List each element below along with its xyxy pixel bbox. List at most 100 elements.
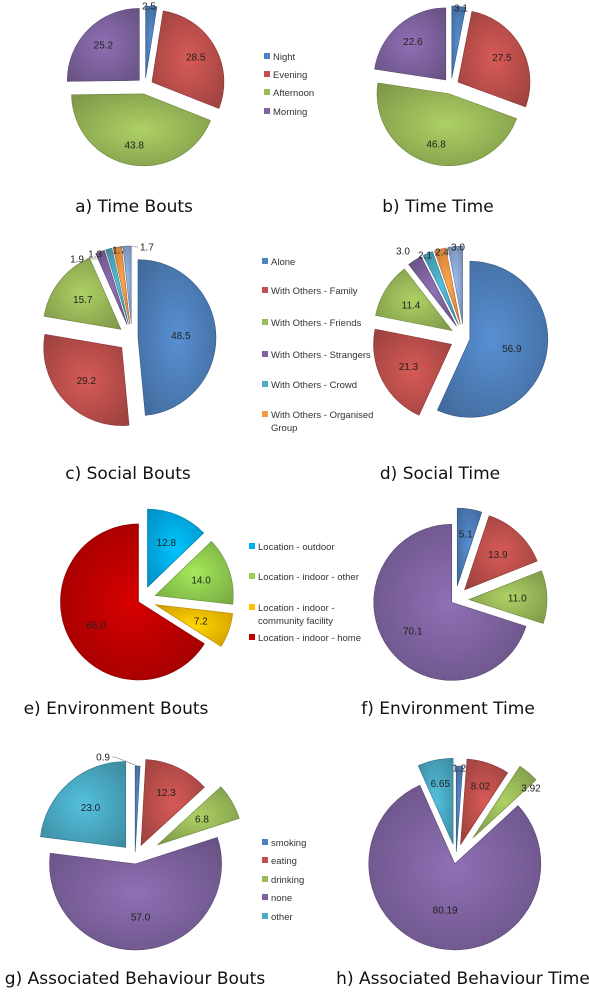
legend-label: With Others - Organised bbox=[271, 410, 373, 421]
caption-environment-bouts: e) Environment Bouts bbox=[24, 699, 209, 719]
legend-label: With Others - Family bbox=[271, 286, 358, 297]
pie-slice bbox=[40, 761, 127, 848]
leader-line bbox=[112, 756, 138, 767]
data-label: 48.5 bbox=[171, 331, 191, 342]
data-label: 46.8 bbox=[426, 140, 446, 151]
legend-swatch bbox=[264, 53, 270, 59]
pie-slice bbox=[434, 247, 461, 325]
data-label: 27.5 bbox=[492, 53, 512, 64]
pie-slice bbox=[457, 11, 531, 108]
data-label: 80.19 bbox=[433, 906, 458, 917]
pie-slice bbox=[137, 259, 217, 416]
pie-time-bouts: 2.5 28.5 43.8 25.2 bbox=[67, 2, 225, 167]
data-label: 14.0 bbox=[191, 576, 211, 587]
legend-swatch bbox=[262, 876, 268, 882]
pie-slice bbox=[436, 260, 549, 418]
data-label: 0.9 bbox=[96, 753, 110, 764]
pie-slice bbox=[151, 10, 225, 109]
pie-slice bbox=[43, 334, 130, 426]
data-label: 1.3 bbox=[88, 250, 102, 261]
pie-slice bbox=[145, 5, 158, 79]
pie-behaviour-time: 1.21 8.02 3.92 80.19 6.65 bbox=[368, 757, 542, 951]
pie-slice bbox=[155, 604, 234, 647]
data-label: 1.9 bbox=[70, 255, 84, 266]
legend-label: With Others - Crowd bbox=[271, 380, 357, 391]
data-label: 25.2 bbox=[94, 41, 114, 52]
data-label: 13.9 bbox=[488, 550, 508, 561]
legend-label: With Others - Strangers bbox=[271, 350, 371, 361]
pie-slice bbox=[375, 268, 453, 332]
legend-swatch bbox=[262, 351, 268, 357]
data-label: 56.9 bbox=[502, 344, 522, 355]
data-label: 28.5 bbox=[186, 53, 206, 64]
data-label: 1.7 bbox=[112, 246, 126, 257]
pie-slice bbox=[374, 7, 447, 81]
legend-label: Location - outdoor bbox=[258, 542, 335, 553]
data-label: 12.8 bbox=[157, 538, 177, 549]
data-label: 3.92 bbox=[521, 784, 541, 795]
legend-swatch bbox=[249, 543, 255, 549]
data-label: 3.1 bbox=[454, 4, 468, 15]
caption-time-time: b) Time Time bbox=[382, 197, 493, 217]
data-label: 15.7 bbox=[73, 295, 93, 306]
legend-swatch bbox=[262, 319, 268, 325]
data-label: 66.0 bbox=[86, 621, 106, 632]
pie-slice bbox=[140, 759, 205, 847]
legend-swatch bbox=[262, 258, 268, 264]
legend-swatch bbox=[262, 381, 268, 387]
legend-swatch bbox=[262, 287, 268, 293]
legend-label: Morning bbox=[273, 107, 307, 118]
pie-social-time: 56.921.311.43.0 2.1 2.4 3.0 bbox=[373, 243, 549, 418]
pie-environment-bouts: 12.8 14.0 7.2 66.0 bbox=[60, 508, 234, 681]
pie-slice bbox=[464, 515, 538, 591]
data-label: 70.1 bbox=[403, 626, 423, 637]
data-label: 57.0 bbox=[131, 913, 151, 924]
pie-slice bbox=[71, 93, 211, 167]
pie-slice bbox=[451, 5, 467, 79]
data-label: 6.8 bbox=[195, 814, 209, 825]
legend-label: Alone bbox=[271, 257, 295, 268]
data-label: 12.3 bbox=[156, 788, 176, 799]
data-label: 2.1 bbox=[418, 251, 432, 262]
caption-behaviour-time: h) Associated Behaviour Time bbox=[336, 969, 589, 989]
pie-slice bbox=[468, 570, 548, 624]
leader-line bbox=[86, 251, 101, 260]
legend-swatch bbox=[264, 108, 270, 114]
legend-swatch bbox=[264, 71, 270, 77]
caption-behaviour-bouts: g) Associated Behaviour Bouts bbox=[5, 969, 266, 989]
legend-label: none bbox=[271, 893, 292, 904]
legend-time: Night Evening Afternoon Morning bbox=[264, 52, 314, 118]
pie-slice bbox=[368, 784, 542, 951]
pie-slice bbox=[460, 758, 509, 845]
leader-line bbox=[104, 248, 113, 255]
data-label: 11.0 bbox=[508, 593, 527, 604]
data-label: 2.5 bbox=[142, 2, 156, 13]
leader-line bbox=[127, 245, 138, 248]
caption-social-bouts: c) Social Bouts bbox=[65, 464, 191, 484]
data-label: 3.0 bbox=[451, 243, 465, 254]
legend-label: Location - indoor - bbox=[258, 603, 335, 614]
pie-slice bbox=[373, 328, 452, 416]
legend-social: Alone With Others - Family With Others - F… bbox=[262, 257, 373, 434]
data-label: 23.0 bbox=[81, 803, 101, 814]
data-label: 6.65 bbox=[431, 779, 451, 790]
pie-slice bbox=[147, 508, 205, 588]
legend-label: community facility bbox=[258, 616, 333, 627]
legend-label: other bbox=[271, 912, 293, 923]
data-label: 29.2 bbox=[77, 376, 97, 387]
pie-slice bbox=[455, 765, 464, 853]
data-label: 21.3 bbox=[399, 362, 419, 373]
legend-label: eating bbox=[271, 856, 297, 867]
pie-environment-time: 5.1 13.9 11.0 70.1 bbox=[373, 507, 548, 681]
data-label: 1.21 bbox=[452, 764, 472, 775]
legend-swatch bbox=[249, 604, 255, 610]
legend-swatch bbox=[249, 634, 255, 640]
legend-label: Group bbox=[271, 423, 297, 434]
legend-swatch bbox=[262, 894, 268, 900]
pie-slice bbox=[456, 507, 483, 587]
data-label: 11.4 bbox=[402, 301, 421, 312]
pie-slice bbox=[472, 765, 537, 839]
pie-slice bbox=[154, 540, 234, 605]
pie-slice bbox=[134, 765, 141, 853]
